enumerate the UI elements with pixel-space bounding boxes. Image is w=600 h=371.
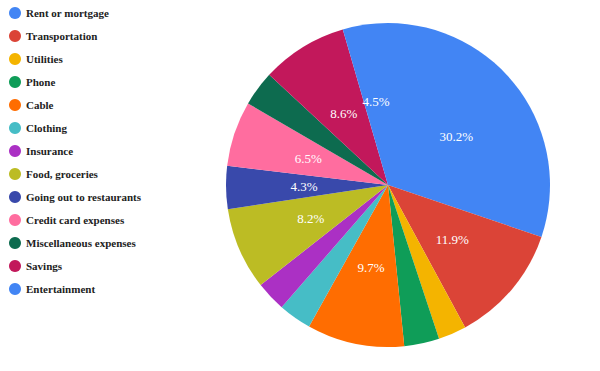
- svg-text:Transportation: Transportation: [26, 30, 97, 42]
- svg-text:9.7%: 9.7%: [357, 260, 384, 275]
- svg-text:Credit card expenses: Credit card expenses: [26, 214, 125, 226]
- svg-text:6.5%: 6.5%: [295, 151, 322, 166]
- svg-text:Savings: Savings: [26, 260, 63, 272]
- svg-text:Miscellaneous expenses: Miscellaneous expenses: [26, 237, 136, 249]
- svg-text:Rent or mortgage: Rent or mortgage: [26, 7, 109, 19]
- svg-text:Going out to restaurants: Going out to restaurants: [26, 191, 142, 203]
- svg-text:Food, groceries: Food, groceries: [26, 168, 99, 180]
- svg-text:Cable: Cable: [26, 99, 54, 111]
- svg-text:4.3%: 4.3%: [290, 179, 317, 194]
- svg-text:30.2%: 30.2%: [439, 129, 473, 144]
- svg-text:4.5%: 4.5%: [363, 94, 390, 109]
- svg-text:Utilities: Utilities: [26, 53, 63, 65]
- svg-text:Clothing: Clothing: [26, 122, 67, 134]
- svg-text:11.9%: 11.9%: [436, 232, 469, 247]
- svg-text:Entertainment: Entertainment: [26, 283, 95, 295]
- svg-text:8.6%: 8.6%: [330, 106, 357, 121]
- svg-text:8.2%: 8.2%: [297, 211, 324, 226]
- svg-text:Insurance: Insurance: [26, 145, 73, 157]
- svg-text:Phone: Phone: [26, 76, 55, 88]
